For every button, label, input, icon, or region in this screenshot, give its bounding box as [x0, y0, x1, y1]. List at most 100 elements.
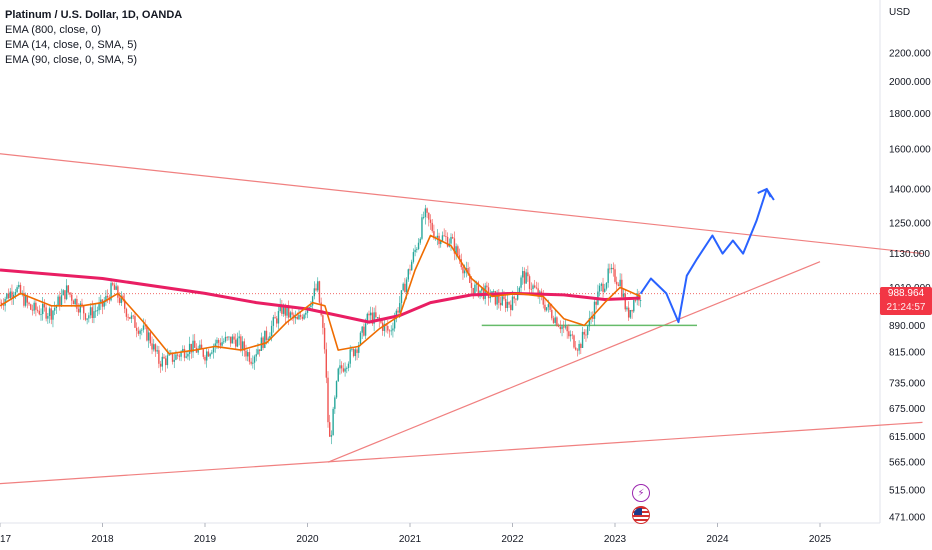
candle-body	[243, 341, 245, 351]
time-tick-label: 2024	[706, 534, 729, 545]
candle-body	[494, 290, 497, 305]
candle-body	[503, 296, 505, 300]
symbol-title[interactable]: Platinum / U.S. Dollar, 1D, OANDA	[5, 9, 183, 21]
candle-body	[477, 282, 480, 297]
candle-body	[551, 309, 553, 319]
candle-body	[520, 277, 522, 288]
candle-body	[52, 310, 54, 320]
candle-body	[206, 351, 208, 361]
candle-body	[113, 284, 116, 290]
candle-body	[57, 296, 59, 306]
candle-body	[42, 303, 44, 315]
candle-body	[64, 290, 66, 300]
candle-body	[426, 208, 428, 213]
candle-body	[573, 335, 575, 348]
trendline-upper-resistance[interactable]	[0, 153, 923, 255]
projection-path[interactable]	[639, 188, 775, 324]
time-tick-label: 2022	[501, 534, 524, 545]
candle-body	[511, 296, 514, 311]
candle-body	[289, 312, 292, 318]
price-axis[interactable]: 471.000 515.000 565.000 615.000 675.000 735.0…	[889, 49, 931, 524]
candle-body	[592, 317, 594, 319]
trendline-rising-support[interactable]	[327, 261, 821, 463]
candle-body	[610, 267, 613, 270]
price-tick-label: 1600.000	[889, 144, 931, 155]
candle-body	[617, 284, 620, 286]
candle-body	[414, 249, 416, 253]
candle-body	[149, 332, 152, 344]
candle-body	[458, 255, 461, 260]
candles-layer	[0, 204, 642, 445]
candle-body	[194, 340, 196, 348]
candle-body	[580, 343, 582, 348]
candle-body	[146, 326, 148, 341]
candle-body	[547, 304, 550, 308]
candle-body	[1, 302, 3, 305]
indicator-ema-90[interactable]: EMA (90, close, 0, SMA, 5)	[5, 54, 138, 66]
candle-body	[535, 287, 538, 289]
candle-body	[489, 296, 491, 299]
candle-body	[563, 326, 565, 328]
candle-body	[634, 300, 637, 301]
candle-body	[561, 326, 563, 330]
indicator-ema-800[interactable]: EMA (800, close, 0)	[5, 24, 101, 36]
trendline-long-term-base[interactable]	[0, 421, 923, 485]
candle-body	[45, 307, 47, 319]
candle-body	[431, 222, 433, 232]
candle-body	[276, 318, 278, 324]
candle-body	[180, 351, 182, 357]
candle-body	[320, 302, 322, 316]
candle-body	[282, 305, 285, 314]
candle-body	[204, 356, 206, 361]
candle-body	[626, 307, 628, 310]
candle-body	[134, 316, 136, 328]
indicator-ema-14[interactable]: EMA (14, close, 0, SMA, 5)	[5, 39, 138, 51]
candle-body	[62, 290, 64, 296]
candle-body	[219, 342, 222, 346]
candle-body	[67, 285, 70, 293]
candle-body	[443, 235, 445, 237]
candle-body	[144, 325, 146, 327]
candle-body	[532, 285, 534, 290]
candle-body	[329, 422, 331, 437]
candle-body	[576, 349, 579, 351]
candle-body	[303, 314, 305, 319]
candle-body	[310, 305, 312, 308]
trendline-layer[interactable]	[0, 153, 923, 485]
candle-body	[284, 305, 286, 316]
candle-body	[392, 328, 394, 331]
candle-body	[627, 307, 630, 318]
candle-body	[370, 312, 372, 316]
candle-body	[151, 343, 153, 350]
candle-body	[607, 268, 609, 283]
candle-body	[412, 252, 415, 262]
us-flag-icon[interactable]	[632, 506, 650, 524]
candle-body	[77, 308, 80, 313]
candle-body	[472, 287, 474, 295]
candle-body	[440, 240, 442, 245]
candle-body	[159, 363, 162, 367]
candle-body	[72, 300, 75, 305]
candle-body	[585, 334, 587, 336]
candle-body	[199, 344, 201, 349]
candle-body	[81, 303, 83, 306]
candle-body	[317, 281, 319, 291]
candle-body	[327, 377, 329, 423]
candle-body	[30, 304, 32, 310]
candle-body	[53, 308, 56, 311]
candle-body	[334, 397, 336, 409]
price-tick-label: 890.000	[889, 321, 926, 332]
candle-body	[31, 309, 34, 311]
time-axis[interactable]: 2017 2018 2019 2020 2021 2022 2023 2024 2025	[0, 523, 832, 545]
candle-body	[455, 246, 457, 254]
candle-body	[313, 288, 316, 297]
lightning-bolt-icon[interactable]: ⚡	[632, 484, 650, 502]
price-tick-label: 815.000	[889, 347, 926, 358]
candle-body	[98, 303, 100, 311]
candle-body	[84, 313, 87, 320]
candle-body	[399, 303, 401, 313]
candle-body	[86, 318, 88, 320]
candle-body	[36, 309, 39, 311]
candle-body	[253, 356, 256, 363]
